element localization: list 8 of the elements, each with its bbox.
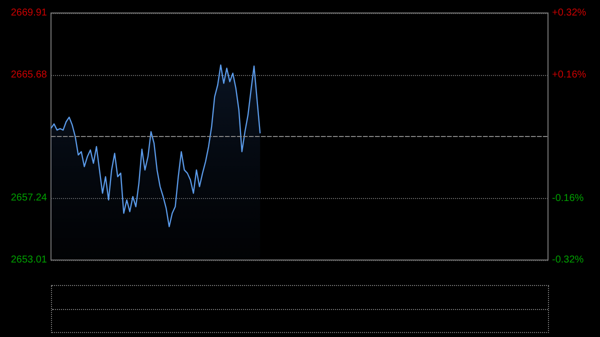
y-tick-label: 2653.01 <box>10 254 48 266</box>
y-tick-label: 2665.68 <box>10 69 48 80</box>
y2-tick-label: -0.16% <box>552 192 584 204</box>
y-tick-label: 2669.91 <box>10 8 48 18</box>
y2-tick-label: -0.32% <box>552 254 584 266</box>
y2-tick-label: +0.16% <box>552 69 586 80</box>
y2-tick-label: +0.32% <box>552 8 586 18</box>
y-tick-label: 2657.24 <box>10 192 48 204</box>
